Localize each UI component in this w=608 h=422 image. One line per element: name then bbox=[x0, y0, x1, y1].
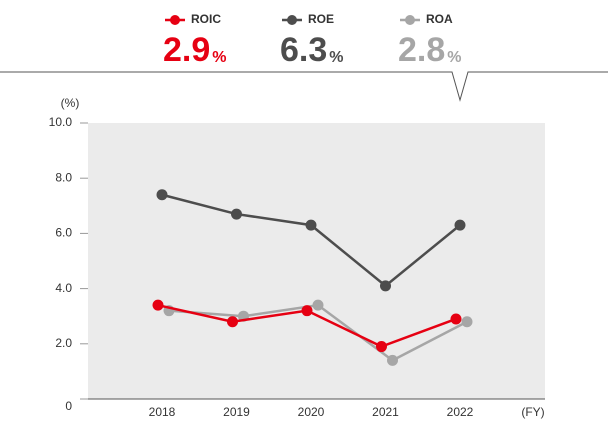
header-unit: % bbox=[212, 49, 226, 66]
data-point bbox=[312, 299, 324, 311]
data-point bbox=[231, 208, 242, 220]
plot-area bbox=[88, 123, 545, 399]
data-point bbox=[152, 299, 164, 311]
header-value: 2.9 bbox=[163, 31, 210, 69]
x-tick-label: 2020 bbox=[298, 405, 325, 419]
legend-marker bbox=[287, 15, 297, 25]
header-unit: % bbox=[447, 49, 461, 66]
x-tick-label: 2018 bbox=[149, 405, 176, 419]
x-tick-label: 2019 bbox=[223, 405, 250, 419]
x-tick-label: 2021 bbox=[372, 405, 399, 419]
data-point bbox=[227, 316, 238, 328]
y-tick-label: 0 bbox=[65, 399, 72, 413]
legend-label: ROA bbox=[426, 12, 453, 26]
data-point bbox=[450, 313, 462, 325]
x-tick-label: 2022 bbox=[447, 405, 474, 419]
data-point bbox=[461, 316, 473, 328]
y-tick-label: 4.0 bbox=[55, 281, 72, 295]
header-unit: % bbox=[329, 49, 343, 66]
legend-marker bbox=[405, 15, 415, 25]
legend-marker bbox=[170, 15, 180, 25]
y-tick-label: 6.0 bbox=[55, 226, 72, 240]
data-point bbox=[454, 219, 466, 231]
data-point bbox=[376, 341, 387, 353]
y-tick-label: 10.0 bbox=[49, 115, 73, 129]
y-axis-label: (%) bbox=[61, 96, 80, 110]
x-axis-label: (FY) bbox=[521, 405, 544, 419]
header-value: 6.3 bbox=[280, 31, 327, 69]
data-point bbox=[380, 280, 391, 292]
data-point bbox=[305, 219, 317, 231]
y-tick-label: 2.0 bbox=[55, 336, 72, 350]
y-tick-label: 8.0 bbox=[55, 170, 72, 184]
header-divider bbox=[0, 71, 608, 102]
header-value: 2.8 bbox=[398, 31, 445, 69]
data-point bbox=[301, 305, 313, 317]
legend-label: ROIC bbox=[191, 12, 221, 26]
data-point bbox=[156, 189, 168, 201]
legend-label: ROE bbox=[308, 12, 334, 26]
data-point bbox=[387, 354, 398, 366]
